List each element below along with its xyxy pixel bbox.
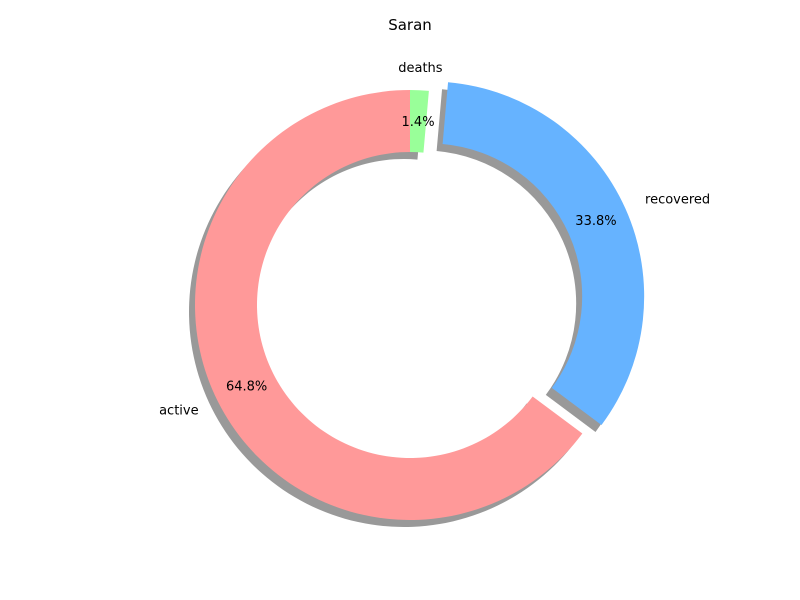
slice-label-recovered: recovered — [645, 192, 710, 207]
slice-percent-active: 64.8% — [226, 379, 267, 394]
slice-percent-deaths: 1.4% — [402, 115, 435, 130]
slice-label-active: active — [159, 404, 199, 419]
slice-recovered — [442, 82, 645, 425]
slices-group — [194, 82, 645, 521]
slice-deaths — [410, 90, 429, 153]
slice-active — [194, 90, 583, 521]
chart-title: Saran — [388, 16, 432, 34]
slice-label-deaths: deaths — [398, 61, 443, 76]
labels-group: active 64.8% recovered 33.8% deaths 1.4% — [159, 61, 710, 418]
slice-percent-recovered: 33.8% — [575, 214, 616, 229]
